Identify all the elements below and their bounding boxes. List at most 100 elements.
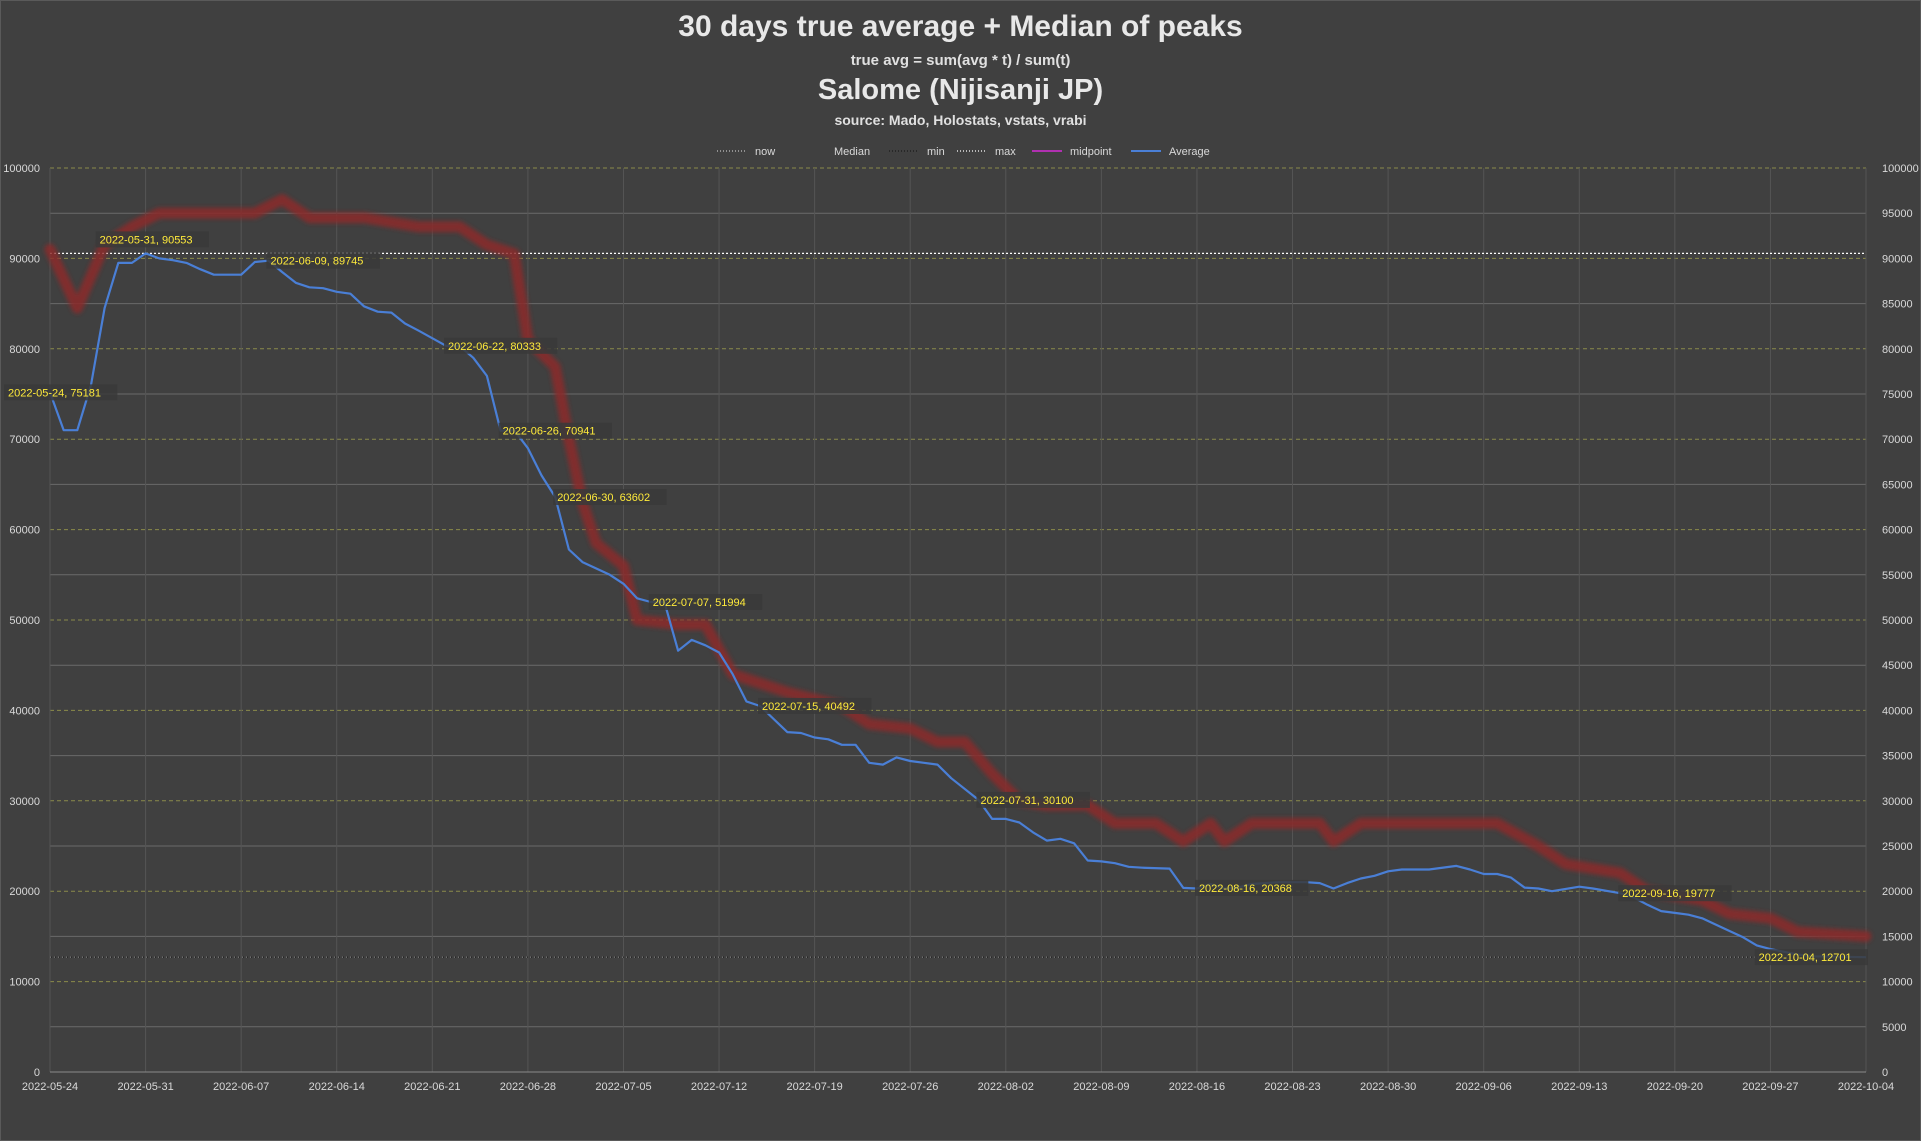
- y-tick-label-right: 90000: [1882, 253, 1913, 265]
- data-label: 2022-07-31, 30100: [976, 791, 1090, 808]
- data-label-bg: [443, 337, 558, 354]
- y-tick-label-right: 70000: [1882, 434, 1913, 446]
- y-tick-label-right: 60000: [1882, 525, 1913, 537]
- y-tick-label-right: 65000: [1882, 479, 1913, 491]
- data-label: 2022-06-26, 70941: [498, 422, 612, 439]
- x-tick-label: 2022-07-12: [691, 1081, 747, 1093]
- data-label: 2022-08-16, 20368: [1194, 879, 1309, 896]
- x-tick-label: 2022-08-09: [1073, 1081, 1129, 1093]
- legend-item-now: now: [717, 146, 775, 158]
- data-label: 2022-07-07, 51994: [648, 593, 763, 610]
- legend-label: min: [927, 146, 945, 158]
- average-series-line: [48, 252, 1867, 959]
- data-label: 2022-05-31, 90553: [95, 231, 209, 248]
- x-tick-label: 2022-06-21: [404, 1081, 460, 1093]
- legend-label: midpoint: [1070, 146, 1112, 158]
- x-tick-label: 2022-08-30: [1360, 1081, 1416, 1093]
- y-tick-label-left: 80000: [9, 344, 40, 356]
- y-tick-label-left: 60000: [9, 525, 40, 537]
- y-tick-label-right: 45000: [1882, 660, 1913, 672]
- x-tick-label: 2022-09-13: [1551, 1081, 1607, 1093]
- series-layer: [44, 194, 1872, 959]
- annotations-layer: 2022-05-24, 75181 2022-05-31, 90553 2022-0…: [4, 231, 1868, 966]
- data-label-text: 2022-06-09, 89745: [270, 256, 363, 268]
- data-label-text: 2022-09-16, 19777: [1622, 888, 1715, 900]
- data-label-bg: [498, 422, 612, 439]
- data-label-text: 2022-10-04, 12701: [1759, 952, 1852, 964]
- axes-layer: 0100002000030000400005000060000700008000…: [3, 163, 1918, 1093]
- x-tick-label: 2022-05-31: [117, 1081, 173, 1093]
- data-label: 2022-07-15, 40492: [758, 697, 872, 714]
- y-tick-label-left: 30000: [9, 796, 40, 808]
- x-tick-label: 2022-08-16: [1169, 1081, 1225, 1093]
- data-label-bg: [4, 384, 118, 401]
- data-label-bg: [1754, 949, 1868, 966]
- grid-layer: [49, 167, 1867, 1072]
- data-label-bg: [266, 252, 380, 269]
- legend-label: now: [755, 146, 775, 158]
- x-tick-label: 2022-07-19: [786, 1081, 842, 1093]
- legend: now Median min max midpoint Average: [717, 146, 1210, 158]
- chart-subtitle: Salome (Nijisanji JP): [817, 74, 1104, 106]
- y-tick-label-right: 0: [1882, 1067, 1888, 1079]
- data-label: 2022-10-04, 12701: [1754, 949, 1868, 966]
- data-label-text: 2022-06-30, 63602: [557, 492, 650, 504]
- x-tick-label: 2022-08-02: [978, 1081, 1034, 1093]
- data-label-text: 2022-08-16, 20368: [1199, 883, 1292, 895]
- legend-item-midpoint: midpoint: [1032, 146, 1112, 158]
- data-label: 2022-05-24, 75181: [4, 384, 118, 401]
- x-tick-label: 2022-05-24: [22, 1081, 78, 1093]
- data-label-bg: [758, 697, 872, 714]
- data-label-bg: [95, 231, 209, 248]
- legend-label: Average: [1169, 146, 1210, 158]
- y-tick-label-right: 20000: [1882, 886, 1913, 898]
- y-tick-label-left: 0: [34, 1067, 40, 1079]
- data-label-text: 2022-07-31, 30100: [980, 795, 1073, 807]
- legend-item-min: min: [889, 146, 945, 158]
- y-tick-label-right: 95000: [1882, 208, 1913, 220]
- y-tick-label-right: 50000: [1882, 615, 1913, 627]
- data-label: 2022-06-22, 80333: [443, 337, 558, 354]
- x-tick-label: 2022-09-27: [1742, 1081, 1798, 1093]
- x-tick-label: 2022-10-04: [1838, 1081, 1894, 1093]
- chart-title: 30 days true average + Median of peaks: [678, 10, 1243, 43]
- y-tick-label-right: 40000: [1882, 705, 1913, 717]
- legend-label: Median: [834, 146, 870, 158]
- x-tick-label: 2022-09-06: [1456, 1081, 1512, 1093]
- y-tick-label-right: 35000: [1882, 751, 1913, 763]
- data-label-text: 2022-06-26, 70941: [503, 426, 596, 438]
- data-label-bg: [1618, 885, 1732, 902]
- y-tick-label-right: 80000: [1882, 344, 1913, 356]
- data-label-bg: [553, 489, 667, 506]
- chart-formula: true avg = sum(avg * t) / sum(t): [850, 52, 1071, 69]
- data-label-bg: [976, 791, 1090, 808]
- y-tick-label-left: 70000: [9, 434, 40, 446]
- y-tick-label-right: 85000: [1882, 299, 1913, 311]
- x-tick-label: 2022-09-20: [1647, 1081, 1703, 1093]
- data-label: 2022-06-30, 63602: [553, 489, 667, 506]
- y-tick-label-right: 5000: [1882, 1022, 1906, 1034]
- y-tick-label-right: 15000: [1882, 931, 1913, 943]
- chart-source: source: Mado, Holostats, vstats, vrabi: [834, 112, 1087, 128]
- y-tick-label-right: 75000: [1882, 389, 1913, 401]
- data-label-text: 2022-05-24, 75181: [8, 387, 101, 399]
- median-series-line: [44, 194, 1872, 942]
- data-label: 2022-09-16, 19777: [1618, 885, 1732, 902]
- y-tick-label-right: 10000: [1882, 977, 1913, 989]
- y-tick-label-left: 90000: [9, 253, 40, 265]
- legend-label: max: [995, 146, 1016, 158]
- data-label-bg: [648, 593, 763, 610]
- y-tick-label-right: 25000: [1882, 841, 1913, 853]
- y-tick-label-left: 10000: [9, 977, 40, 989]
- x-tick-label: 2022-07-05: [595, 1081, 651, 1093]
- y-tick-label-right: 30000: [1882, 796, 1913, 808]
- data-label-bg: [1194, 879, 1309, 896]
- data-label-text: 2022-05-31, 90553: [100, 234, 193, 246]
- x-tick-label: 2022-06-07: [213, 1081, 269, 1093]
- x-tick-label: 2022-06-14: [309, 1081, 365, 1093]
- legend-item-median: Median: [796, 146, 870, 158]
- reference-lines-layer: [50, 249, 1866, 960]
- legend-item-average: Average: [1131, 146, 1210, 158]
